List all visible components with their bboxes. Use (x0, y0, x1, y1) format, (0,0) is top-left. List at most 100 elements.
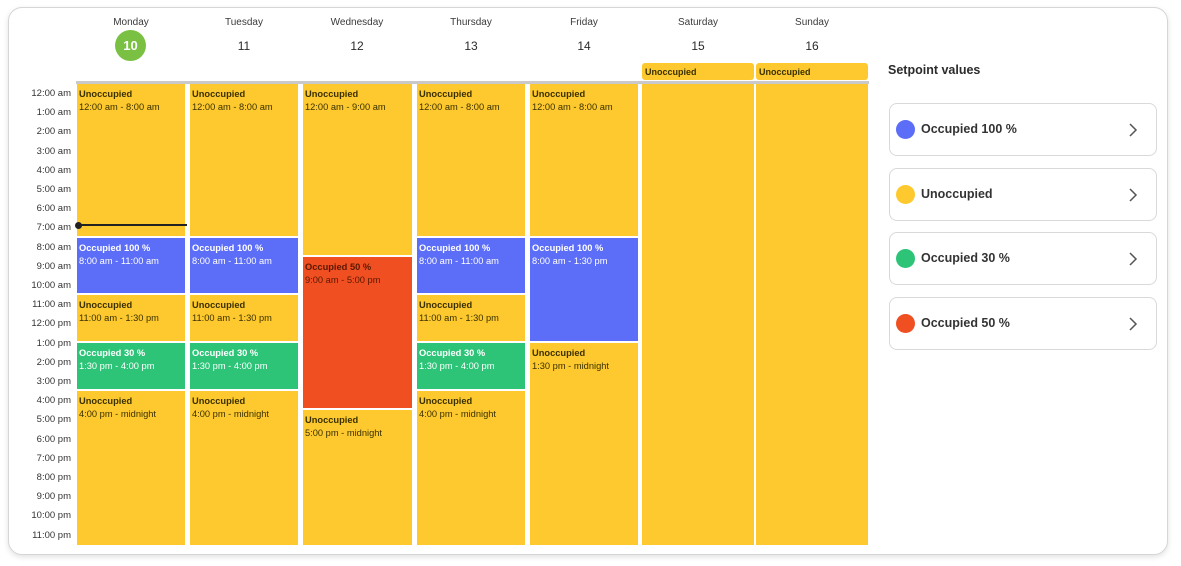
event-title: Occupied 30 % (419, 348, 486, 359)
event-title: Unoccupied (192, 89, 246, 99)
today-date-badge: 10 (115, 30, 146, 61)
allday-event-saturday[interactable]: Unoccupied (642, 63, 754, 80)
hour-label: 6:00 am (36, 203, 71, 215)
hour-label: 12:00 pm (31, 318, 71, 330)
event-block[interactable]: Occupied 30 % 1:30 pm - 4:00 pm (417, 343, 525, 390)
color-dot-icon (896, 249, 915, 268)
hour-label: 4:00 am (36, 164, 71, 176)
day-column-thursday[interactable]: Unoccupied 12:00 am - 8:00 am Occupied 100… (417, 84, 525, 545)
event-title: Occupied 30 % (79, 348, 146, 359)
hour-label: 6:00 pm (36, 433, 71, 445)
day-column-wednesday[interactable]: Unoccupied 12:00 am - 9:00 am Occupied 50 … (303, 84, 412, 545)
day-name: Friday (570, 17, 598, 28)
allday-event-sunday[interactable]: Unoccupied (756, 63, 868, 80)
day-number: 14 (577, 39, 591, 53)
legend-label: Unoccupied (921, 187, 993, 201)
event-title: Unoccupied (79, 396, 133, 407)
hour-label: 3:00 am (36, 145, 71, 157)
day-column-monday[interactable]: Unoccupied 12:00 am - 8:00 am Occupied 100… (77, 84, 185, 545)
event-time-range: 9:00 am - 5:00 pm (305, 274, 381, 285)
event-block[interactable]: Occupied 100 % 8:00 am - 11:00 am (417, 237, 525, 294)
day-column-sunday[interactable] (756, 84, 868, 545)
event-title: Unoccupied (192, 300, 246, 311)
event-block[interactable]: Unoccupied 4:00 pm - midnight (417, 391, 525, 545)
legend-item-unoccupied[interactable]: Unoccupied (889, 168, 1157, 221)
event-block[interactable]: Unoccupied 12:00 am - 9:00 am (303, 84, 412, 255)
legend-item-occupied-100[interactable]: Occupied 100 % (889, 103, 1157, 156)
event-time-range: 4:00 pm - midnight (79, 409, 156, 420)
hour-label: 10:00 pm (31, 510, 71, 522)
legend-item-occupied-50[interactable]: Occupied 50 % (889, 297, 1157, 350)
color-dot-icon (896, 314, 915, 333)
day-number: 11 (237, 39, 251, 53)
hour-label: 5:00 am (36, 184, 71, 195)
schedule-card: Monday 10 Tuesday 11 Wednesday 12 Thursd… (8, 7, 1168, 555)
event-time-range: 8:00 am - 1:30 pm (532, 255, 608, 266)
day-number: 13 (464, 39, 478, 53)
day-number: 16 (805, 39, 819, 53)
day-column-tuesday[interactable]: Unoccupied 12:00 am - 8:00 am Occupied 100… (190, 84, 298, 545)
hour-label: 9:00 pm (36, 491, 71, 503)
day-column-friday[interactable]: Unoccupied 12:00 am - 8:00 am Occupied 100… (530, 84, 638, 545)
day-name: Monday (113, 17, 149, 28)
event-block[interactable]: Occupied 100 % 8:00 am - 11:00 am (77, 237, 185, 294)
event-title: Unoccupied (79, 89, 133, 99)
event-time-range: 1:30 pm - 4:00 pm (419, 361, 495, 372)
hour-label: 2:00 pm (36, 356, 71, 368)
event-time-range: 8:00 am - 11:00 am (419, 255, 499, 266)
event-block[interactable]: Unoccupied 1:30 pm - midnight (530, 343, 638, 545)
event-time-range: 5:00 pm - midnight (305, 428, 382, 439)
event-block[interactable]: Unoccupied 12:00 am - 8:00 am (417, 84, 525, 236)
event-block[interactable]: Unoccupied 12:00 am - 8:00 am (530, 84, 638, 236)
chevron-right-icon (1129, 317, 1138, 331)
chevron-right-icon (1129, 252, 1138, 266)
hour-label: 8:00 pm (36, 472, 71, 483)
hour-label: 7:00 am (36, 222, 71, 234)
event-block[interactable]: Unoccupied 11:00 am - 1:30 pm (417, 295, 525, 342)
hour-label: 8:00 am (36, 241, 71, 253)
event-block[interactable]: Unoccupied 12:00 am - 8:00 am (190, 84, 298, 236)
event-time-range: 12:00 am - 8:00 am (419, 102, 500, 112)
legend-label: Occupied 30 % (921, 251, 1010, 265)
event-time-range: 12:00 am - 9:00 am (305, 102, 386, 112)
event-block[interactable]: Unoccupied 11:00 am - 1:30 pm (77, 295, 185, 342)
event-block[interactable]: Occupied 100 % 8:00 am - 11:00 am (190, 237, 298, 294)
color-dot-icon (896, 120, 915, 139)
hour-label: 4:00 pm (36, 395, 71, 407)
event-title: Occupied 100 % (419, 242, 491, 253)
event-title: Unoccupied (532, 348, 586, 359)
event-title: Unoccupied (532, 89, 586, 99)
day-column-saturday[interactable] (642, 84, 754, 545)
hour-label: 3:00 pm (36, 376, 71, 387)
event-block[interactable]: Unoccupied 12:00 am - 8:00 am (77, 84, 185, 236)
legend-item-occupied-30[interactable]: Occupied 30 % (889, 232, 1157, 285)
event-title: Occupied 100 % (532, 242, 604, 253)
hour-label: 5:00 pm (36, 414, 71, 426)
day-number: 15 (691, 39, 705, 53)
chevron-right-icon (1129, 188, 1138, 202)
color-dot-icon (896, 185, 915, 204)
event-time-range: 11:00 am - 1:30 pm (192, 313, 272, 324)
hour-label: 12:00 am (31, 88, 71, 99)
day-name: Tuesday (225, 17, 263, 28)
hour-label: 7:00 pm (36, 452, 71, 464)
event-block[interactable]: Unoccupied 5:00 pm - midnight (303, 410, 412, 545)
hour-label: 10:00 am (31, 280, 71, 291)
event-title: Unoccupied (419, 300, 473, 311)
event-block[interactable]: Occupied 50 % 9:00 am - 5:00 pm (303, 256, 412, 409)
event-time-range: 12:00 am - 8:00 am (79, 102, 160, 112)
event-block[interactable]: Occupied 30 % 1:30 pm - 4:00 pm (190, 343, 298, 390)
event-block[interactable]: Unoccupied 4:00 pm - midnight (77, 391, 185, 545)
event-block[interactable]: Unoccupied 4:00 pm - midnight (190, 391, 298, 545)
event-block[interactable]: Unoccupied 11:00 am - 1:30 pm (190, 295, 298, 342)
event-title: Occupied 30 % (192, 348, 259, 359)
event-time-range: 12:00 am - 8:00 am (532, 102, 613, 112)
setpoint-values-title: Setpoint values (888, 63, 981, 77)
event-block[interactable]: Occupied 100 % 8:00 am - 1:30 pm (530, 237, 638, 342)
day-name: Wednesday (330, 17, 384, 28)
event-title: Unoccupied (192, 396, 246, 407)
event-title: Unoccupied (305, 415, 359, 426)
day-name: Sunday (795, 17, 829, 28)
event-title: Unoccupied (419, 396, 473, 407)
event-block[interactable]: Occupied 30 % 1:30 pm - 4:00 pm (77, 343, 185, 390)
